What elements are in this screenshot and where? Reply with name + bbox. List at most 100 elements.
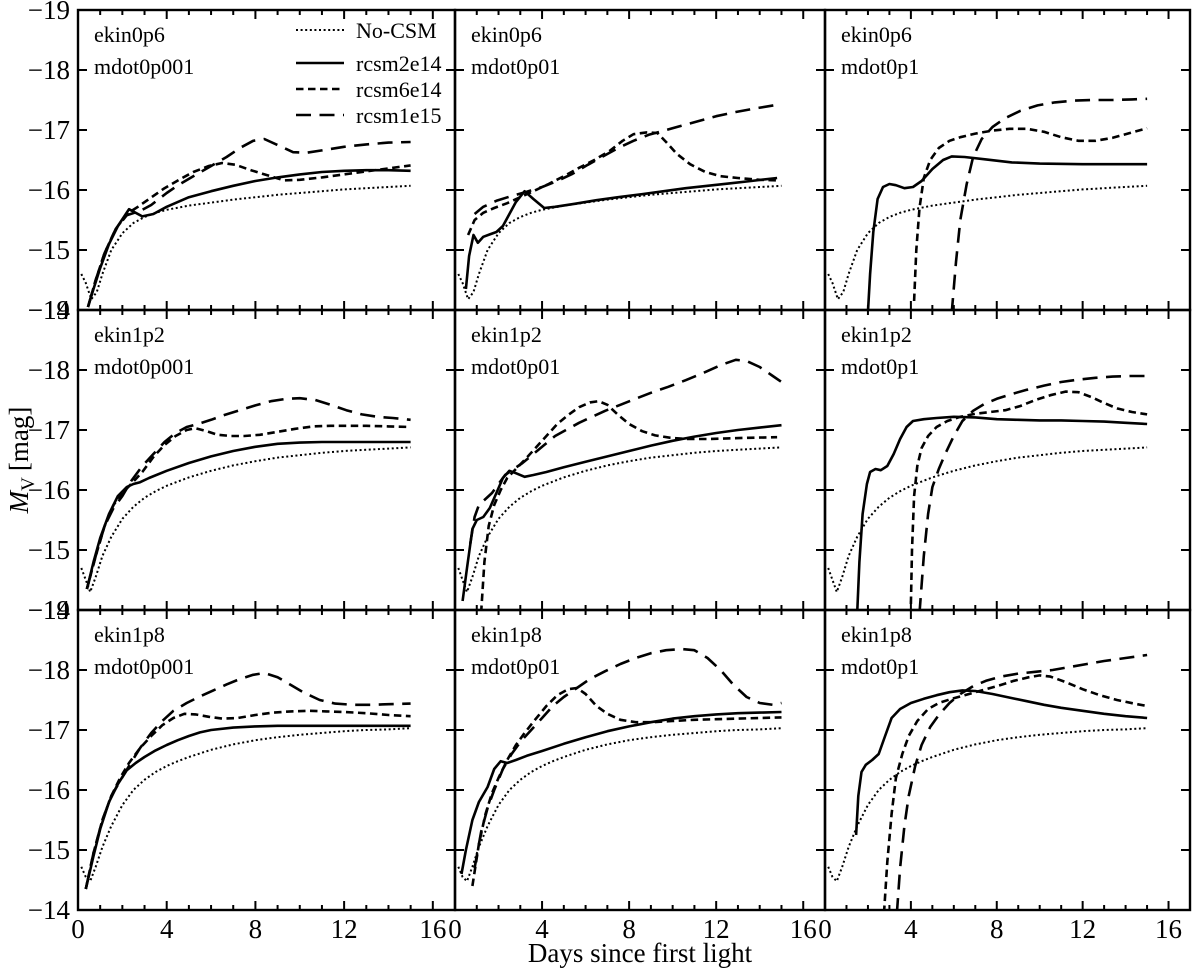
y-tick-label: −17 <box>28 715 70 745</box>
curve-No-CSM <box>827 727 1148 883</box>
x-tick-label: 0 <box>818 914 832 944</box>
x-axis-title: Days since first light <box>527 938 753 968</box>
panel-label-mdot: mdot0p01 <box>471 54 560 79</box>
curve-rcsm2e14 <box>460 710 782 875</box>
panel-label-ekin: ekin1p8 <box>841 622 912 647</box>
curve-rcsm1e15 <box>473 103 778 216</box>
y-tick-label: −18 <box>28 655 70 685</box>
axis-ticks <box>455 610 825 910</box>
panel-label-mdot: mdot0p01 <box>471 654 560 679</box>
curve-No-CSM <box>80 184 411 301</box>
y-axis-title: MV [mag] <box>4 407 40 514</box>
curve-rcsm6e14 <box>912 126 1148 302</box>
panel-label-ekin: ekin0p6 <box>471 22 542 47</box>
curve-rcsm6e14 <box>909 390 1148 605</box>
axis-ticks <box>825 10 1190 310</box>
panel-label-ekin: ekin1p8 <box>94 622 165 647</box>
panel-ekin0p6-mdot0p001 <box>80 137 411 308</box>
curve-rcsm2e14 <box>856 415 1148 610</box>
legend-label-No-CSM: No-CSM <box>356 18 437 43</box>
curve-rcsm2e14 <box>85 440 411 590</box>
x-tick-label: 16 <box>1155 914 1182 944</box>
panel-label-mdot: mdot0p001 <box>94 354 194 379</box>
curve-rcsm2e14 <box>461 423 782 602</box>
panel-label-ekin: ekin1p8 <box>471 622 542 647</box>
y-tick-label-overlap: −19 <box>28 595 70 625</box>
curve-No-CSM <box>827 184 1148 301</box>
curve-rcsm6e14 <box>84 709 411 890</box>
curve-No-CSM <box>80 727 411 883</box>
panel-ekin0p6-mdot0p01 <box>457 103 782 301</box>
panel-label-ekin: ekin1p2 <box>94 322 165 347</box>
y-tick-label-overlap: −14 <box>28 295 71 325</box>
curve-rcsm2e14 <box>866 155 1148 310</box>
curve-rcsm1e15 <box>84 671 411 890</box>
curve-No-CSM <box>457 727 782 883</box>
curve-rcsm6e14 <box>85 424 411 590</box>
curve-rcsm2e14 <box>86 168 411 308</box>
panel-label-ekin: ekin0p6 <box>841 22 912 47</box>
y-axis-unit: [mag] <box>3 406 34 472</box>
y-axis-symbol: M <box>3 490 34 514</box>
panel-ekin1p8-mdot0p1 <box>827 653 1148 910</box>
x-tick-label: 0 <box>71 914 85 944</box>
panel-ekin1p2-mdot0p001 <box>80 396 411 593</box>
x-tick-label: 4 <box>904 914 918 944</box>
panel-ekin0p6-mdot0p1 <box>827 97 1148 310</box>
curve-rcsm2e14 <box>84 724 411 890</box>
curve-rcsm1e15 <box>895 653 1148 910</box>
y-tick-label: −17 <box>28 115 70 145</box>
panel-label-mdot: mdot0p1 <box>841 54 919 79</box>
panel-label-mdot: mdot0p01 <box>471 354 560 379</box>
curve-rcsm6e14 <box>466 131 778 236</box>
panel-ekin1p8-mdot0p01 <box>457 647 782 887</box>
y-tick-label: −14 <box>28 895 71 925</box>
y-tick-label: −15 <box>28 235 70 265</box>
curve-rcsm1e15 <box>950 97 1148 310</box>
curve-rcsm2e14 <box>464 176 778 290</box>
curve-rcsm6e14 <box>471 686 782 887</box>
y-tick-label: −16 <box>28 475 70 505</box>
panel-ekin1p8-mdot0p001 <box>80 671 411 890</box>
y-tick-label: −17 <box>28 415 70 445</box>
curve-No-CSM <box>80 446 411 593</box>
curve-rcsm1e15 <box>468 358 783 545</box>
y-axis-subscript: V <box>18 477 40 491</box>
y-tick-label: −19 <box>28 0 70 25</box>
axis-ticks <box>78 10 455 310</box>
y-tick-label-overlap: −19 <box>28 295 70 325</box>
curve-rcsm1e15 <box>473 647 782 869</box>
curve-rcsm1e15 <box>918 374 1148 610</box>
panel-ekin1p2-mdot0p1 <box>827 374 1148 610</box>
curve-rcsm6e14 <box>86 161 411 308</box>
panel-label-ekin: ekin1p2 <box>471 322 542 347</box>
x-tick-label: 12 <box>703 914 730 944</box>
panel-label-ekin: ekin0p6 <box>94 22 165 47</box>
y-tick-label: −18 <box>28 355 70 385</box>
panel-border <box>823 608 1192 912</box>
panel-label-mdot: mdot0p1 <box>841 654 919 679</box>
x-tick-label: 4 <box>160 914 174 944</box>
x-tick-label: 16 <box>419 914 446 944</box>
x-tick-label: 0 <box>448 914 462 944</box>
panel-label-ekin: ekin1p2 <box>841 322 912 347</box>
axis-ticks <box>78 610 455 910</box>
curve-rcsm1e15 <box>85 396 411 590</box>
legend-label-rcsm1e15: rcsm1e15 <box>356 103 442 128</box>
y-tick-label: −16 <box>28 775 70 805</box>
y-tick-label-overlap: −14 <box>28 595 71 625</box>
y-tick-label: −15 <box>28 835 70 865</box>
legend-label-rcsm6e14: rcsm6e14 <box>356 77 442 102</box>
x-tick-label: 4 <box>535 914 549 944</box>
panel-ekin1p2-mdot0p01 <box>457 358 783 610</box>
x-tick-label: 8 <box>990 914 1004 944</box>
panel-label-mdot: mdot0p001 <box>94 54 194 79</box>
curve-rcsm6e14 <box>882 674 1148 910</box>
curve-No-CSM <box>827 446 1148 593</box>
y-tick-label: −15 <box>28 535 70 565</box>
curve-rcsm1e15 <box>86 137 411 308</box>
x-tick-label: 12 <box>1069 914 1096 944</box>
